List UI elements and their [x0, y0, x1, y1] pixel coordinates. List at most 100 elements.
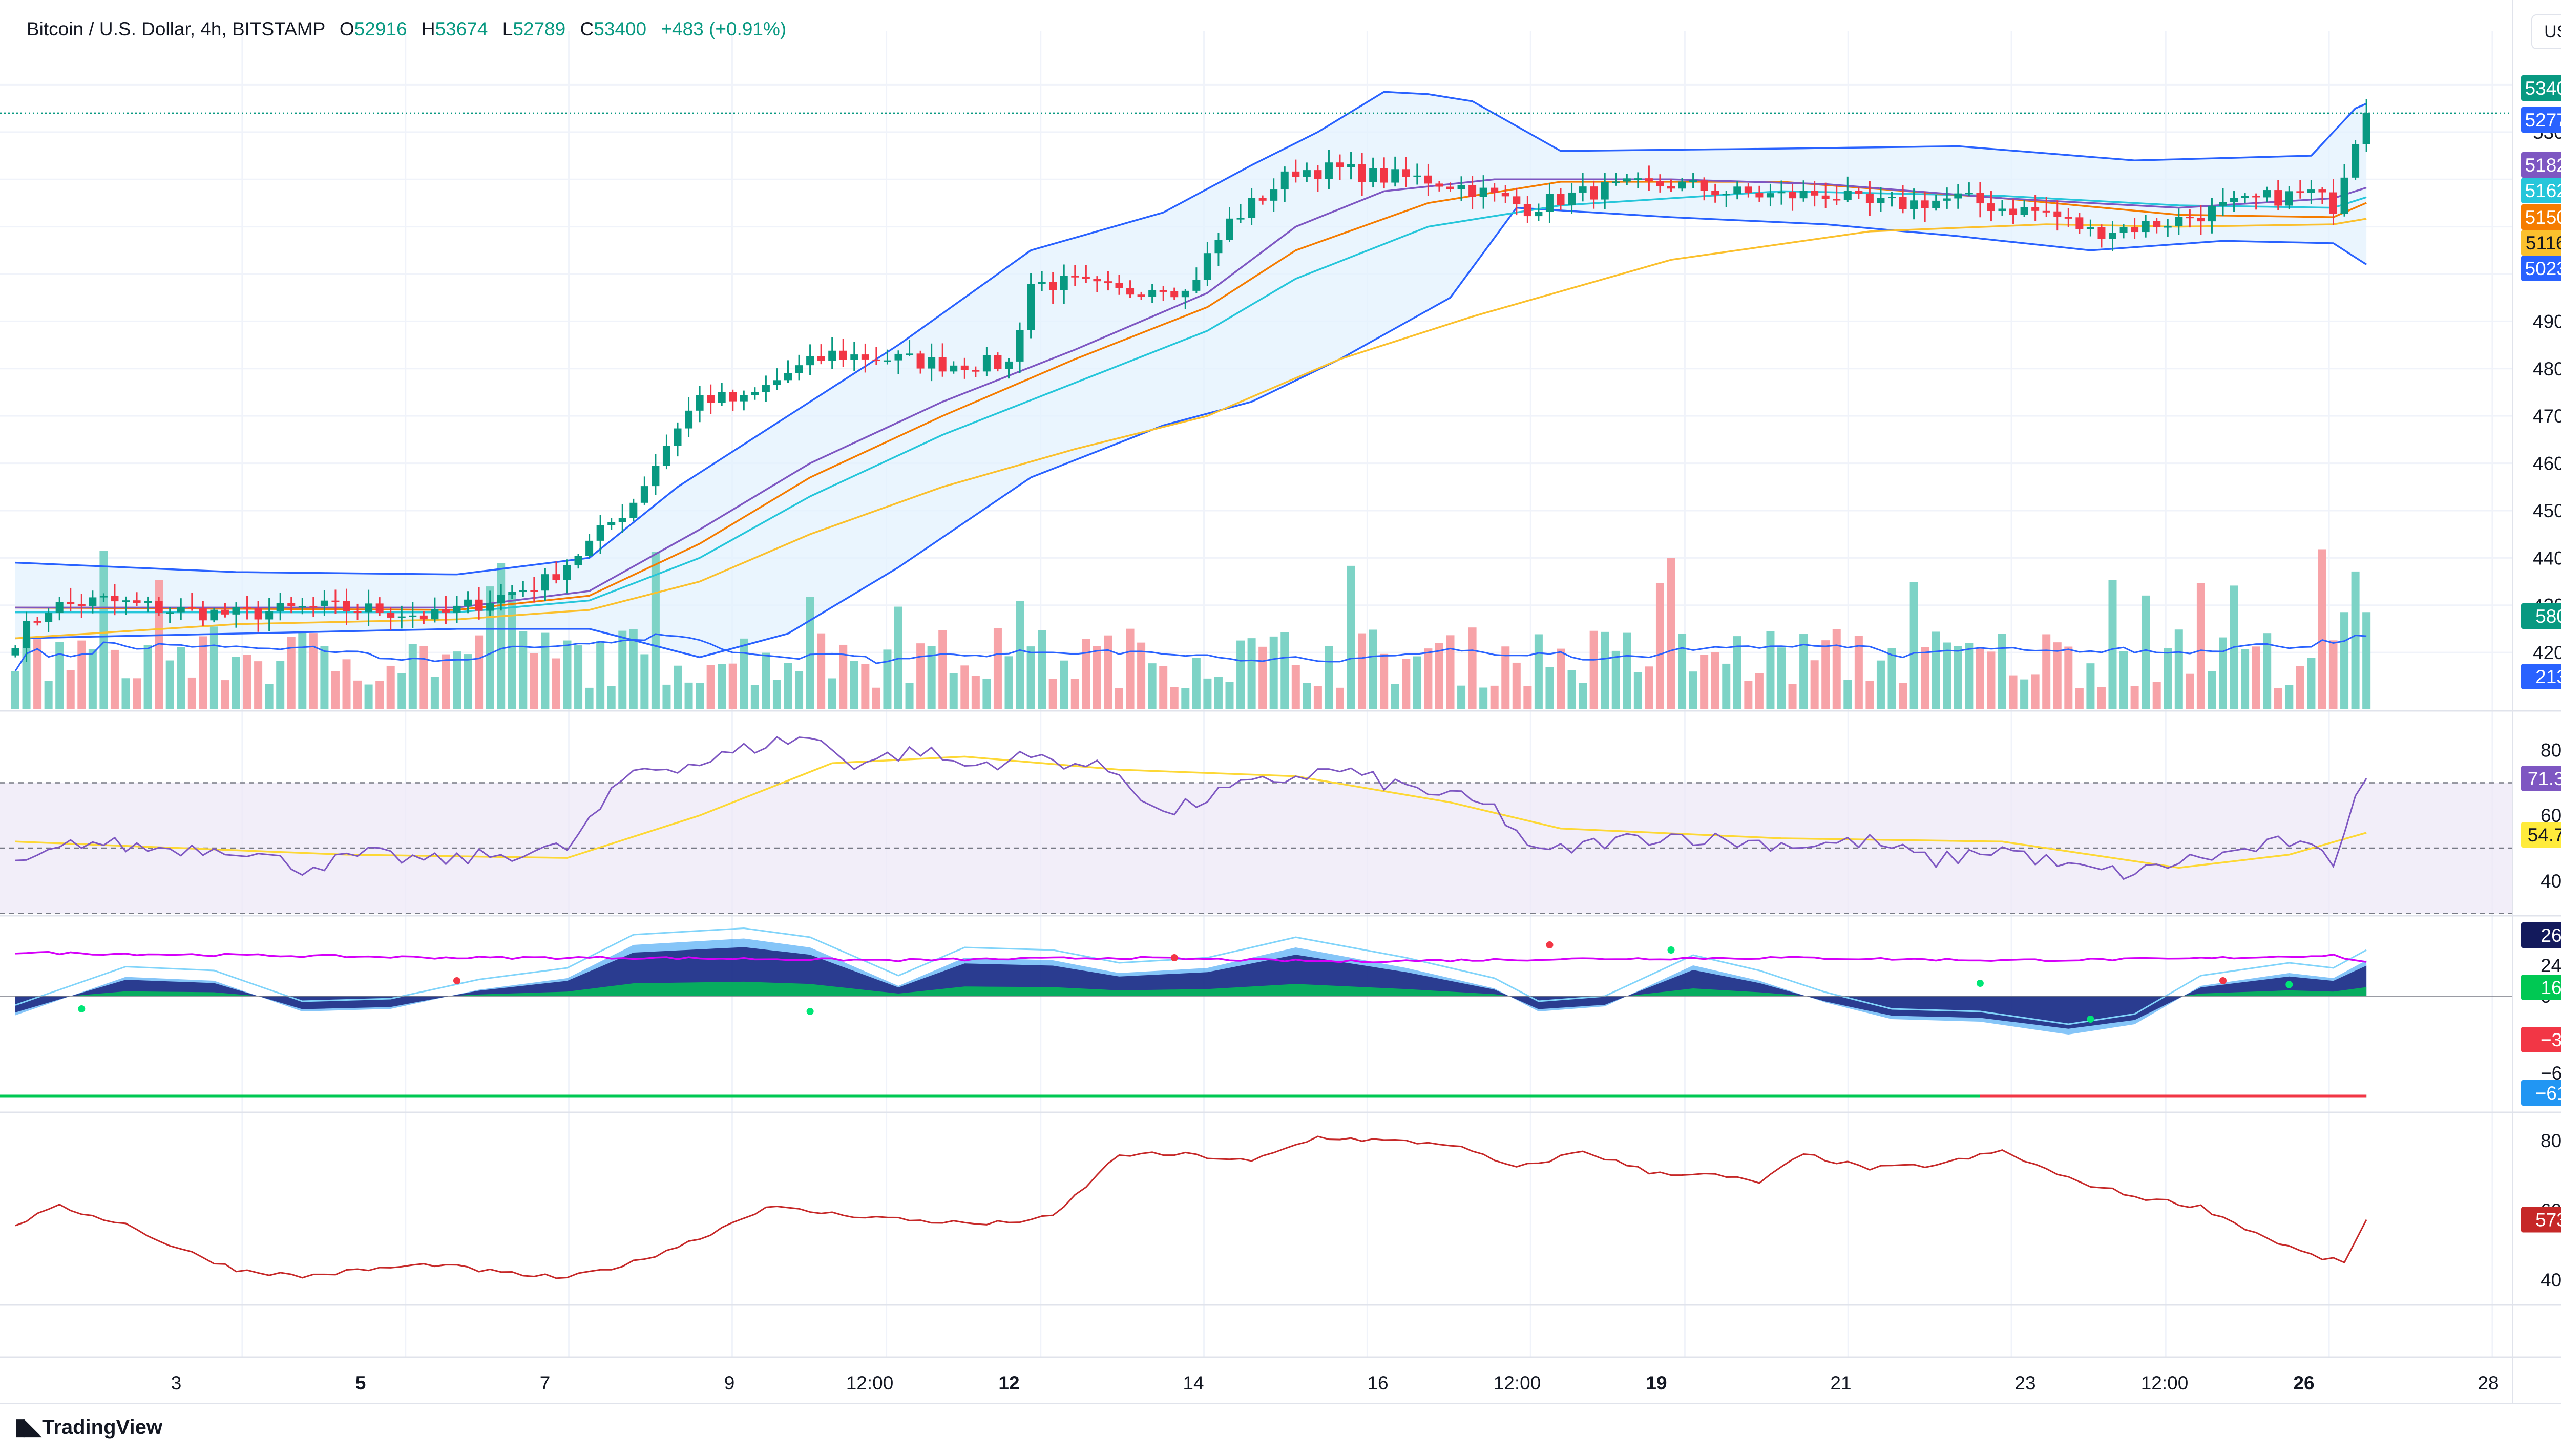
candle-body[interactable] — [2340, 177, 2348, 214]
candle-body[interactable] — [640, 486, 648, 503]
candle-body[interactable] — [2075, 217, 2084, 229]
candle-body[interactable] — [1236, 218, 1245, 220]
candle-body[interactable] — [696, 395, 704, 411]
candle-body[interactable] — [1645, 178, 1653, 181]
candle-body[interactable] — [1689, 180, 1697, 182]
candle-body[interactable] — [442, 609, 450, 613]
candle-body[interactable] — [1258, 198, 1267, 201]
candle-body[interactable] — [1678, 181, 1686, 189]
candle-body[interactable] — [1579, 186, 1587, 193]
candle-body[interactable] — [309, 606, 318, 608]
candle-body[interactable] — [343, 601, 350, 611]
candle-body[interactable] — [1137, 294, 1145, 297]
candle-body[interactable] — [254, 608, 262, 620]
candle-body[interactable] — [243, 607, 251, 609]
candle-body[interactable] — [155, 601, 163, 613]
candle-body[interactable] — [751, 392, 759, 395]
candle-body[interactable] — [2153, 221, 2161, 227]
candle-body[interactable] — [89, 597, 97, 607]
candle-body[interactable] — [530, 590, 538, 592]
candle-body[interactable] — [1899, 197, 1907, 209]
candle-body[interactable] — [1733, 186, 1741, 194]
candle-body[interactable] — [232, 607, 240, 615]
candle-body[interactable] — [1766, 193, 1774, 198]
symbol-title[interactable]: Bitcoin / U.S. Dollar, 4h, BITSTAMP — [27, 18, 325, 39]
candle-body[interactable] — [2186, 217, 2194, 219]
candle-body[interactable] — [1457, 185, 1465, 189]
candle-body[interactable] — [210, 609, 218, 621]
candle-body[interactable] — [894, 353, 902, 361]
candle-body[interactable] — [2263, 190, 2271, 198]
candle-body[interactable] — [1667, 186, 1675, 189]
candle-body[interactable] — [45, 613, 53, 622]
candle-body[interactable] — [1071, 276, 1079, 278]
candle-body[interactable] — [1744, 186, 1752, 194]
candle-body[interactable] — [1336, 162, 1344, 167]
candle-body[interactable] — [365, 603, 373, 613]
candle-body[interactable] — [1446, 186, 1454, 189]
candle-body[interactable] — [1369, 168, 1377, 182]
candle-body[interactable] — [1170, 291, 1179, 298]
candle-body[interactable] — [99, 596, 108, 598]
candle-body[interactable] — [1214, 240, 1223, 254]
candle-body[interactable] — [2086, 227, 2094, 229]
candle-body[interactable] — [1865, 193, 1874, 203]
candle-body[interactable] — [497, 595, 505, 604]
candle-body[interactable] — [629, 502, 638, 518]
candle-body[interactable] — [994, 355, 1002, 369]
candle-body[interactable] — [950, 365, 958, 372]
candle-body[interactable] — [1789, 192, 1797, 199]
candle-body[interactable] — [541, 574, 549, 591]
candle-body[interactable] — [1325, 162, 1333, 179]
candle-body[interactable] — [199, 608, 207, 621]
candle-body[interactable] — [431, 609, 439, 620]
candle-body[interactable] — [11, 648, 19, 656]
candle-body[interactable] — [177, 607, 185, 613]
candle-body[interactable] — [740, 395, 748, 402]
candle-body[interactable] — [2252, 196, 2260, 198]
candle-body[interactable] — [1513, 196, 1521, 204]
candle-body[interactable] — [784, 373, 792, 381]
candle-body[interactable] — [1270, 189, 1278, 201]
candle-body[interactable] — [1093, 279, 1101, 282]
candle-body[interactable] — [906, 353, 914, 355]
candle-body[interactable] — [861, 354, 869, 360]
candle-body[interactable] — [883, 360, 891, 362]
candle-body[interactable] — [1049, 282, 1057, 290]
candle-body[interactable] — [475, 599, 483, 611]
candle-body[interactable] — [607, 522, 616, 525]
candle-body[interactable] — [1380, 168, 1388, 183]
oscillator-pane[interactable] — [0, 927, 2512, 1098]
candle-body[interactable] — [1314, 170, 1322, 179]
candle-body[interactable] — [960, 365, 969, 370]
candle-body[interactable] — [2009, 208, 2018, 215]
candle-body[interactable] — [674, 428, 682, 446]
candle-body[interactable] — [2241, 196, 2249, 198]
time-axis[interactable]: 3 5 7 9 12:00 12 14 16 12:00 19 21 23 12:00 26 28 — [171, 1373, 2499, 1394]
candle-body[interactable] — [773, 380, 781, 386]
candle-body[interactable] — [508, 592, 516, 595]
candle-body[interactable] — [2064, 217, 2072, 219]
candle-body[interactable] — [2197, 218, 2205, 222]
candle-body[interactable] — [2362, 113, 2370, 144]
candle-body[interactable] — [1976, 193, 1984, 204]
candle-body[interactable] — [2274, 190, 2282, 206]
tradingview-logo[interactable]: ▮◣ TradingView — [14, 1413, 162, 1440]
candle-body[interactable] — [1557, 194, 1565, 205]
candle-body[interactable] — [2053, 211, 2062, 217]
candle-body[interactable] — [1413, 175, 1421, 177]
currency-button[interactable]: USD — [2531, 14, 2561, 49]
candle-body[interactable] — [839, 350, 847, 360]
candle-body[interactable] — [1159, 290, 1167, 292]
candle-body[interactable] — [596, 525, 604, 541]
candle-body[interactable] — [1943, 198, 1951, 201]
candle-body[interactable] — [1855, 191, 1863, 194]
candle-body[interactable] — [1468, 185, 1477, 197]
candle-body[interactable] — [188, 607, 196, 609]
indicator-pane-3[interactable] — [15, 1135, 2367, 1279]
candle-body[interactable] — [563, 565, 571, 580]
candle-body[interactable] — [916, 353, 925, 369]
candle-body[interactable] — [23, 621, 31, 648]
candle-body[interactable] — [1799, 191, 1808, 199]
